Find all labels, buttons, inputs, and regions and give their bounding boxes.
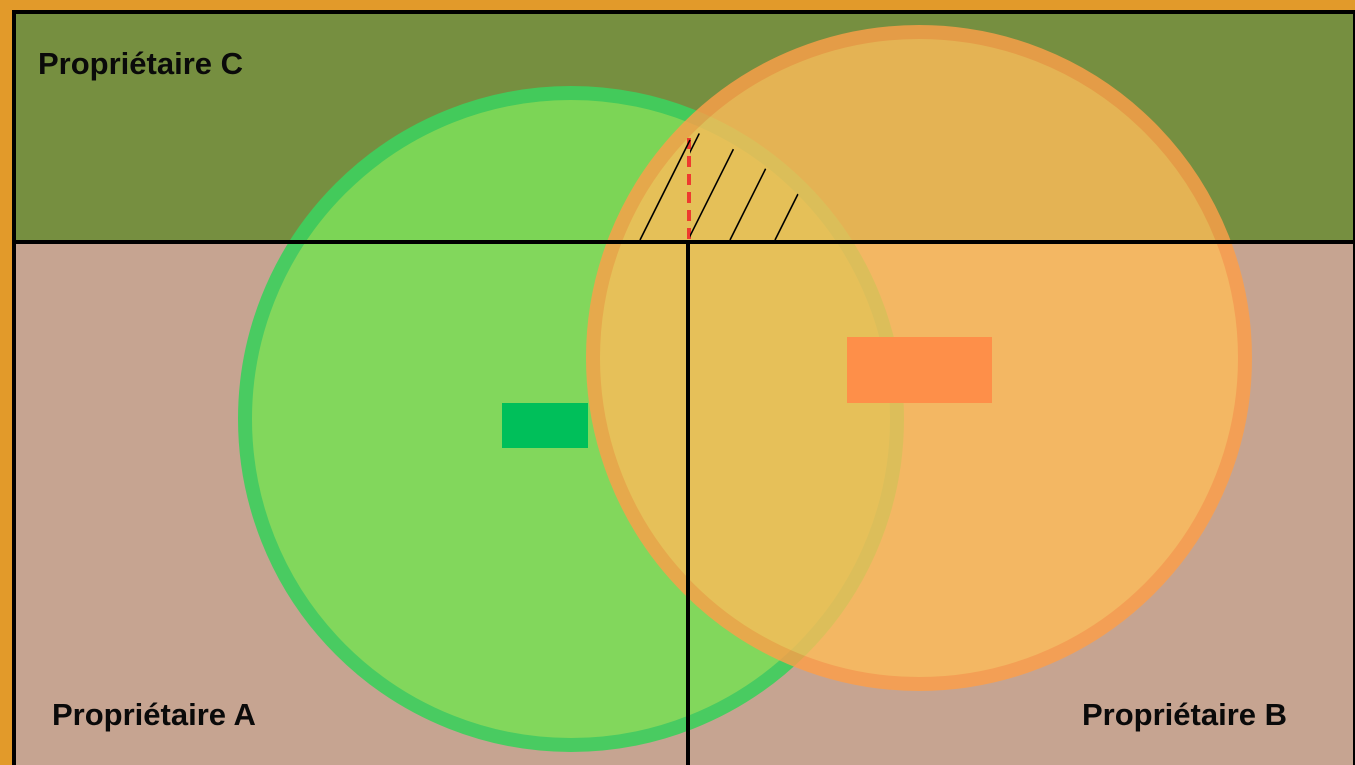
building-green: [502, 403, 588, 448]
label-owner-b: Propriétaire B: [1082, 697, 1287, 732]
hatch-line-outer: [639, 139, 691, 241]
label-owner-c: Propriétaire C: [38, 46, 243, 81]
label-owner-a: Propriétaire A: [52, 697, 256, 732]
building-orange: [847, 337, 992, 403]
hatch-line: [690, 130, 703, 241]
map-outline: [12, 10, 1355, 765]
